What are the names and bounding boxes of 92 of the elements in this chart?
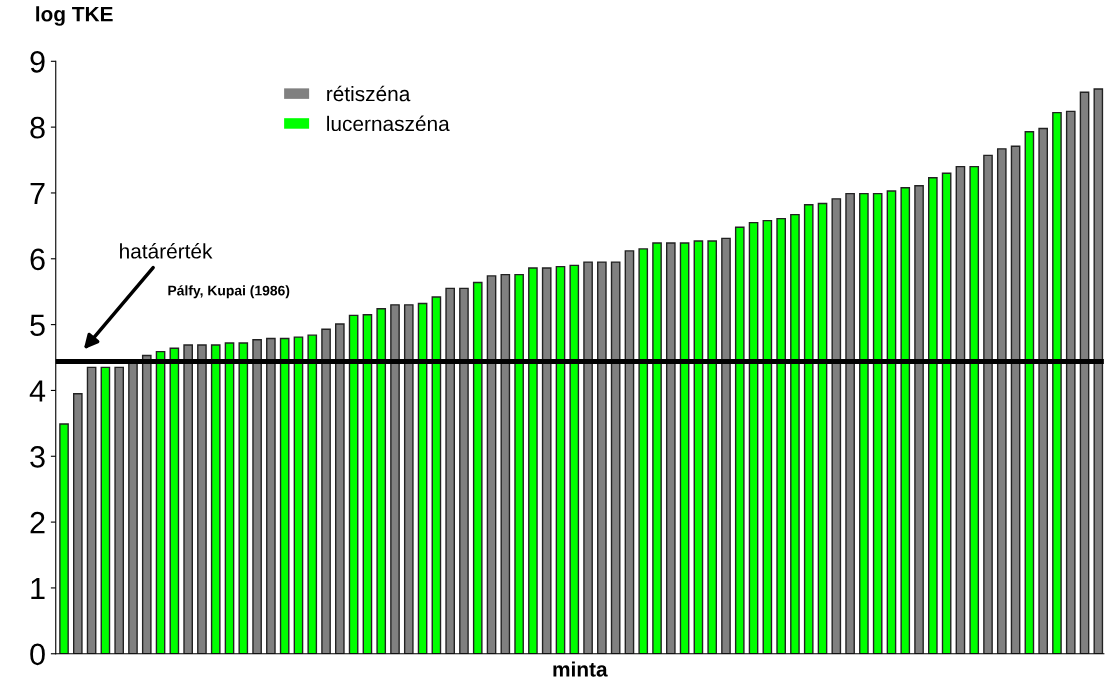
bar: [872, 192, 883, 654]
bar: [803, 204, 814, 654]
bar: [817, 202, 828, 654]
bar: [445, 287, 455, 654]
bar: [72, 393, 83, 654]
bar: [996, 148, 1007, 654]
y-tick-label: 2: [30, 511, 45, 534]
bar: [955, 165, 966, 654]
bar: [417, 302, 428, 654]
bar: [59, 423, 69, 654]
bar: [155, 350, 166, 654]
bar: [541, 267, 552, 654]
bar: [210, 344, 221, 654]
y-tick-label: 0: [30, 643, 45, 666]
bar: [362, 314, 373, 654]
bar: [100, 366, 111, 654]
bar: [376, 308, 387, 654]
bar: [665, 242, 676, 654]
bar: [238, 342, 249, 654]
y-tick-label: 3: [30, 446, 45, 468]
bar: [500, 273, 511, 654]
bar: [886, 190, 897, 654]
bar: [762, 219, 773, 654]
y-tick-label: 9: [30, 51, 45, 73]
bar: [403, 304, 414, 654]
bar: [279, 337, 290, 654]
bar: [928, 177, 938, 654]
bar: [1052, 111, 1062, 654]
bar: [859, 192, 869, 654]
bar: [321, 328, 331, 654]
bar: [86, 366, 97, 654]
bar: [1010, 145, 1021, 654]
bar: [969, 165, 980, 654]
bar: [734, 226, 745, 654]
bar: [266, 337, 276, 654]
bar: [293, 336, 304, 654]
bar: [183, 344, 193, 654]
bar: [197, 344, 207, 654]
bar: [514, 273, 524, 654]
bar: [1038, 127, 1049, 654]
y-axis-title: log TKE: [36, 6, 113, 26]
bar: [128, 362, 138, 654]
bar: [652, 242, 662, 654]
bar: [914, 185, 924, 654]
bar: [679, 242, 690, 654]
x-axis-title: minta: [553, 661, 608, 677]
bar: [693, 240, 704, 654]
annotation: Pálfy, Kupai (1986): [168, 285, 290, 299]
bar: [472, 281, 483, 654]
bar: [390, 304, 400, 654]
bar: [941, 172, 952, 654]
bar: [555, 265, 566, 654]
bar: [610, 261, 621, 654]
bar: [790, 213, 800, 654]
bar: [528, 267, 538, 654]
y-tick-label: 7: [30, 183, 45, 205]
bar: [845, 192, 855, 654]
y-tick-label: 6: [30, 248, 45, 271]
bar: [141, 354, 152, 654]
bar: [776, 217, 786, 654]
bar: [624, 250, 635, 654]
bar: [114, 366, 125, 654]
bar: [348, 314, 359, 654]
bar: [721, 237, 731, 654]
bar: [252, 339, 262, 654]
annotation: határérték: [120, 243, 213, 259]
bar: [1079, 91, 1090, 654]
bar: [900, 186, 911, 654]
bar: [597, 261, 607, 654]
y-tick-label: 8: [30, 116, 45, 139]
y-tick-label: 4: [29, 380, 46, 402]
bar: [1024, 131, 1035, 654]
bar: [1093, 88, 1104, 654]
y-tick-label: 1: [31, 577, 45, 599]
bar: [1065, 110, 1076, 654]
legend-label: rétiszéna: [327, 85, 411, 102]
y-tick-label: 5: [30, 314, 45, 336]
bar: [224, 342, 235, 654]
bar: [748, 221, 759, 654]
bar: [831, 198, 842, 654]
bar: [459, 287, 469, 654]
bar: [983, 154, 993, 654]
bar: [569, 264, 580, 654]
bar: [335, 323, 345, 654]
bar: [431, 296, 442, 654]
legend-label: lucernaszéna: [327, 115, 450, 132]
bar: [707, 240, 718, 654]
bar: [169, 347, 180, 654]
bar: [583, 261, 593, 654]
bar: [486, 275, 497, 654]
bar: [638, 248, 649, 654]
bar: [307, 334, 318, 654]
